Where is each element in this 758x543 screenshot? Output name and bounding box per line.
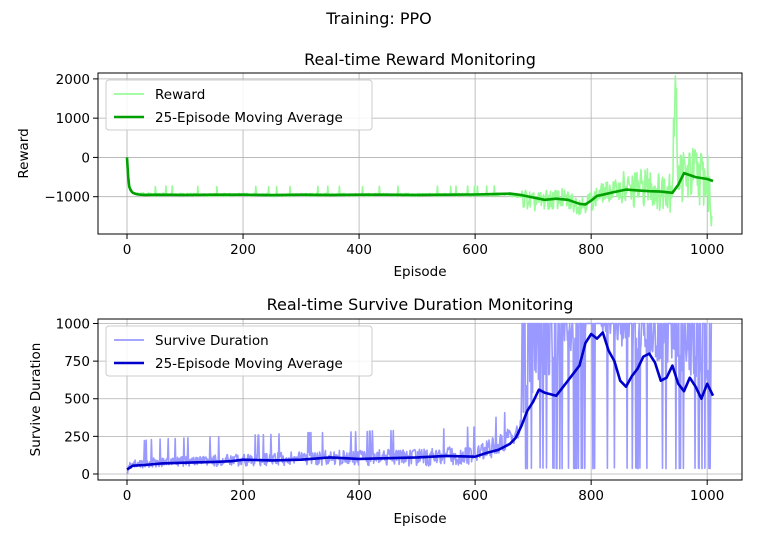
x-tick-label: 0 <box>123 488 132 504</box>
x-axis-label: Episode <box>393 264 446 280</box>
legend-box <box>105 79 373 131</box>
chart-title: Real-time Reward Monitoring <box>304 50 536 69</box>
y-tick-label: 750 <box>64 354 90 370</box>
series-line-moving-average <box>126 331 715 471</box>
x-axis-label: Episode <box>393 511 446 527</box>
y-tick-label: 1000 <box>56 317 90 333</box>
y-tick-label: 2000 <box>56 72 90 88</box>
y-tick-label: 1000 <box>56 111 90 127</box>
chart-title: Real-time Survive Duration Monitoring <box>267 295 574 314</box>
legend: Survive Duration 25-Episode Moving Averag… <box>105 325 373 377</box>
x-tick-label: 1000 <box>690 242 724 258</box>
x-tick-label: 0 <box>123 242 132 258</box>
x-tick-label: 600 <box>462 488 488 504</box>
y-tick-label: 250 <box>64 429 90 445</box>
series-line-moving-average <box>125 157 714 206</box>
legend-box <box>105 325 373 377</box>
subplot-reward: 0 200 400 600 800 1000 −1000 0 1000 2000 Real-time… <box>16 50 743 280</box>
y-axis-label: Reward <box>16 128 32 178</box>
y-tick-label: −1000 <box>44 190 90 206</box>
y-tick-label: 0 <box>81 150 90 166</box>
legend-label: 25-Episode Moving Average <box>155 110 343 126</box>
legend: Reward 25-Episode Moving Average <box>105 79 373 131</box>
y-tick-label: 0 <box>81 467 90 483</box>
x-tick-label: 800 <box>578 242 604 258</box>
x-tick-label: 400 <box>346 488 372 504</box>
x-tick-label: 600 <box>462 242 488 258</box>
legend-label: Reward <box>155 87 205 103</box>
figure-suptitle: Training: PPO <box>325 9 432 28</box>
axes-frame <box>97 318 743 481</box>
plot-area <box>125 75 714 227</box>
y-tick-label: 500 <box>64 392 90 408</box>
x-tick-label: 800 <box>578 488 604 504</box>
x-tick-label: 200 <box>230 242 256 258</box>
legend-label: 25-Episode Moving Average <box>155 356 343 372</box>
legend-label: Survive Duration <box>155 333 269 349</box>
axes-frame <box>97 72 743 235</box>
x-tick-label: 400 <box>346 242 372 258</box>
x-tick-label: 1000 <box>690 488 724 504</box>
y-axis-label: Survive Duration <box>28 343 44 457</box>
x-tick-label: 200 <box>230 488 256 504</box>
plot-area <box>126 322 715 474</box>
series-line-raw <box>126 75 713 227</box>
subplot-survive-duration: 0 200 400 600 800 1000 0 250 500 750 1000 Real-time… <box>28 295 743 527</box>
